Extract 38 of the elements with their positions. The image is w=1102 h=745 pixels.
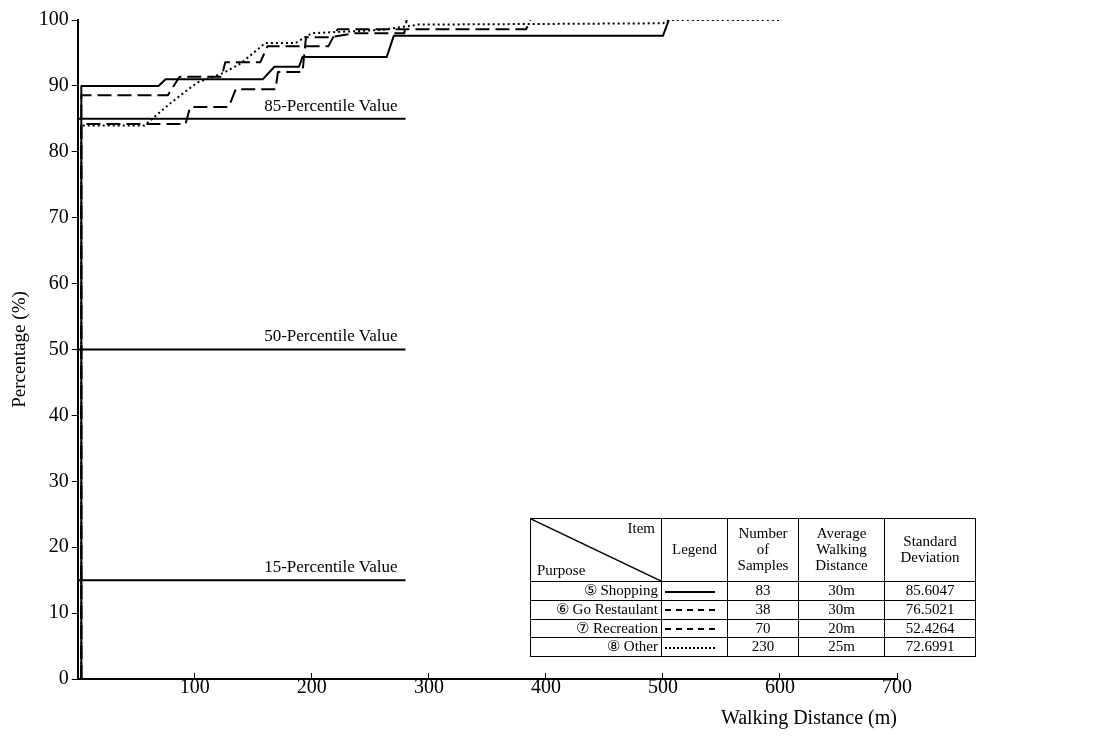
annotation: 83 bbox=[727, 581, 799, 601]
legend-label: ⑦ Recreation bbox=[530, 619, 662, 638]
annotation: Purpose bbox=[537, 562, 586, 579]
legend-label: ⑥ Go Restaulant bbox=[530, 600, 662, 619]
annotation: 30m bbox=[798, 581, 885, 601]
text: 76.5021 bbox=[884, 600, 976, 619]
y-tick-label: 60 bbox=[48, 270, 69, 293]
y-tick-label: 50 bbox=[48, 336, 69, 359]
annotation: 70 bbox=[727, 619, 799, 638]
y-tick-label: 30 bbox=[48, 468, 69, 491]
annotation: 25m bbox=[798, 637, 885, 657]
y-tick-label: 40 bbox=[48, 402, 69, 425]
ref-line-label: 15-Percentile Value bbox=[264, 557, 398, 577]
annotation: 38 bbox=[727, 600, 799, 619]
annotation: Average Walking Distance bbox=[798, 518, 885, 582]
y-axis-title: Percentage (%) bbox=[8, 291, 31, 408]
text: Standard Deviation bbox=[884, 518, 976, 582]
y-tick-label: 0 bbox=[58, 666, 69, 689]
text: 72.6991 bbox=[884, 637, 976, 657]
annotation: 20m bbox=[798, 619, 885, 638]
y-tick-label: 90 bbox=[48, 73, 69, 96]
y-tick-label: 70 bbox=[48, 204, 69, 227]
annotation: Item bbox=[627, 520, 655, 537]
annotation: Legend bbox=[661, 518, 728, 582]
ref-line-label: 85-Percentile Value bbox=[264, 95, 398, 115]
text: 85.6047 bbox=[884, 581, 976, 601]
text: 52.4264 bbox=[884, 619, 976, 638]
legend-label: ⑤ Shopping bbox=[530, 581, 662, 601]
annotation: Number of Samples bbox=[727, 518, 799, 582]
y-tick-label: 10 bbox=[48, 600, 69, 623]
y-tick-label: 20 bbox=[48, 534, 69, 557]
annotation: 30m bbox=[798, 600, 885, 619]
ref-line-label: 50-Percentile Value bbox=[264, 326, 398, 346]
legend-label: ⑧ Other bbox=[530, 637, 662, 657]
y-tick-label: 100 bbox=[38, 7, 69, 30]
x-axis-title: Walking Distance (m) bbox=[720, 706, 897, 730]
annotation: 230 bbox=[727, 637, 799, 657]
y-tick-label: 80 bbox=[48, 139, 69, 162]
